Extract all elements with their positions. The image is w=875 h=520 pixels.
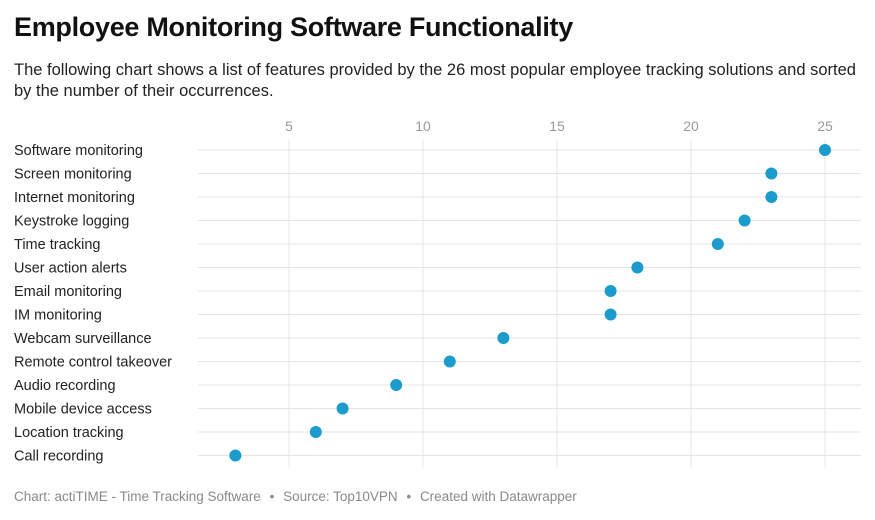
data-point — [309, 426, 322, 438]
chart-footer: Chart: actiTIME - Time Tracking Software… — [14, 489, 577, 504]
category-label: User action alerts — [14, 261, 127, 277]
category-label: Audio recording — [14, 378, 116, 394]
x-tick-label: 20 — [683, 118, 699, 134]
category-label: Remote control takeover — [14, 355, 172, 371]
data-point — [819, 144, 831, 156]
category-label: Email monitoring — [14, 284, 122, 300]
x-tick-label: 15 — [549, 118, 565, 134]
category-label: IM monitoring — [14, 308, 102, 324]
data-point — [604, 285, 617, 297]
category-label: Keystroke logging — [14, 214, 129, 230]
data-point — [336, 402, 349, 415]
category-label: Call recording — [14, 449, 103, 465]
footer-created-with: Created with Datawrapper — [419, 489, 577, 504]
category-label: Screen monitoring — [14, 167, 132, 183]
x-tick-label: 25 — [817, 118, 833, 134]
row-gridlines — [198, 149, 861, 456]
footer-separator: • — [269, 489, 275, 504]
data-point — [631, 261, 644, 274]
category-label: Mobile device access — [14, 402, 152, 418]
data-point — [497, 332, 510, 344]
category-label: Time tracking — [14, 237, 100, 253]
data-point — [229, 449, 242, 462]
data-points — [229, 144, 831, 462]
chart-subtitle: The following chart shows a list of feat… — [14, 61, 856, 100]
category-label: Internet monitoring — [14, 190, 135, 206]
category-label: Location tracking — [14, 425, 124, 441]
data-point — [765, 191, 778, 203]
category-labels: Software monitoring Screen monitoring Inte… — [14, 143, 172, 465]
x-axis-tick-labels: 5 10 15 20 25 — [285, 118, 833, 134]
data-point — [390, 379, 403, 391]
data-point — [765, 167, 778, 180]
data-point — [738, 214, 751, 227]
footer-source: Source: Top10VPN — [283, 489, 398, 504]
category-label: Software monitoring — [14, 143, 143, 159]
footer-chart-credit: Chart: actiTIME - Time Tracking Software — [14, 489, 261, 504]
category-label: Webcam surveillance — [14, 331, 152, 347]
dot-plot-chart: 5 10 15 20 25 Software monitoring Screen moni… — [14, 118, 861, 468]
x-tick-label: 5 — [285, 118, 293, 134]
chart-title: Employee Monitoring Software Functionali… — [14, 12, 573, 42]
x-tick-label: 10 — [415, 118, 431, 134]
data-point — [711, 238, 724, 250]
data-point — [443, 355, 456, 368]
footer-separator: • — [406, 489, 412, 504]
vertical-gridlines — [288, 140, 826, 468]
data-point — [604, 308, 617, 321]
